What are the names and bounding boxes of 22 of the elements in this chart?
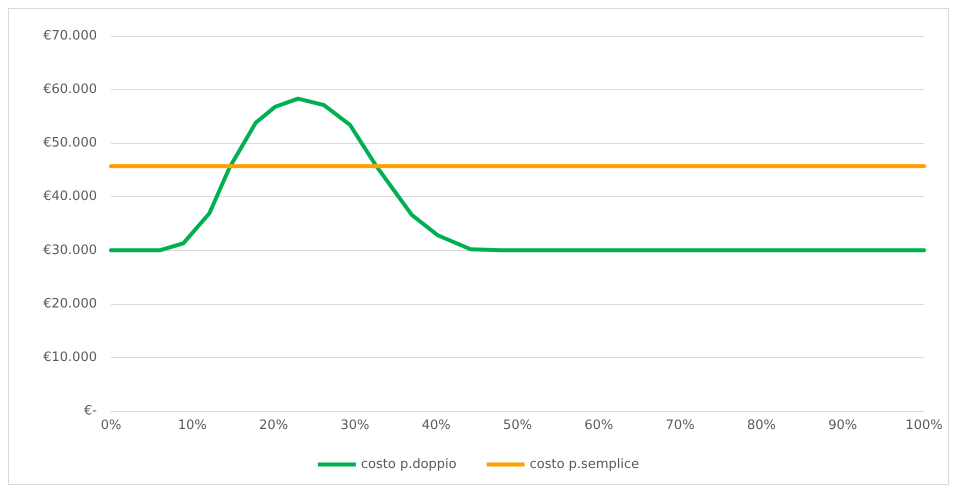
x-tick-label: 40%: [422, 418, 451, 433]
x-tick-label: 50%: [503, 418, 532, 433]
x-tick-label: 10%: [178, 418, 207, 433]
line-series: [109, 96, 926, 252]
y-tick-label: €-: [84, 404, 98, 418]
y-tick-label: €70.000: [43, 28, 97, 44]
x-tick-label: 80%: [746, 418, 776, 433]
y-tick-label: €20.000: [43, 296, 97, 312]
x-tick-label: 90%: [828, 418, 858, 433]
x-tick-label: 70%: [666, 418, 695, 433]
y-tick-label: €10.000: [43, 350, 97, 365]
y-tick-label: €50.000: [43, 136, 97, 151]
x-tick-label: 100%: [905, 418, 943, 433]
legend-label: costo p.semplice: [530, 457, 640, 472]
legend-label: costo p.doppio: [360, 457, 457, 472]
x-tick-label: 60%: [584, 418, 614, 433]
x-tick-label: 0%: [100, 418, 122, 433]
x-tick-label: 20%: [259, 418, 288, 433]
y-tick-label: €60.000: [43, 82, 97, 98]
y-tick-label: €40.000: [43, 189, 97, 204]
y-tick-label: €30.000: [43, 242, 97, 258]
x-tick-label: 30%: [340, 418, 370, 433]
